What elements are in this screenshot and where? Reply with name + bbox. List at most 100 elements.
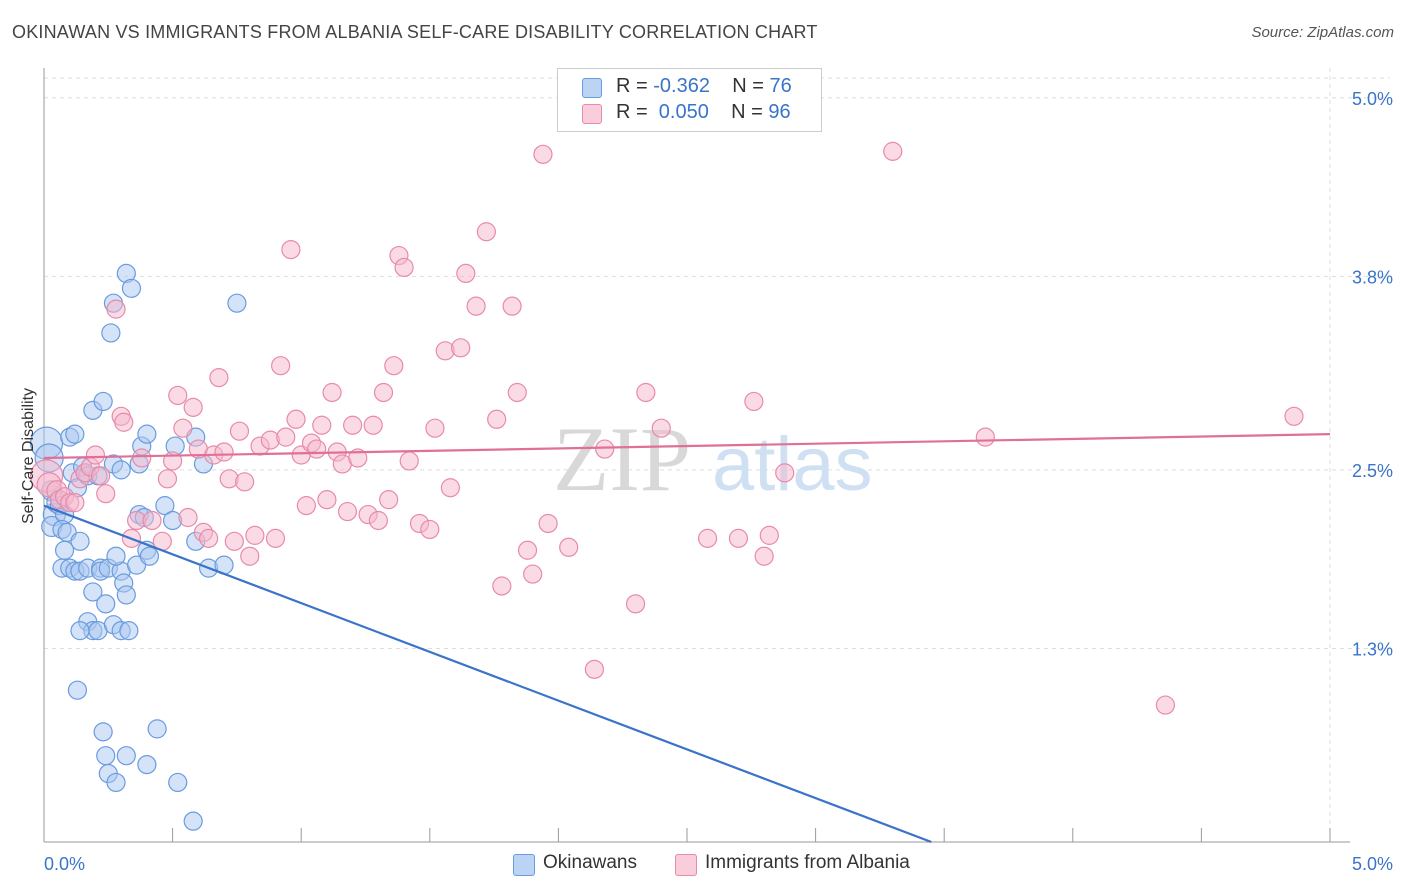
- albania-point: [214, 442, 234, 462]
- albania-point: [348, 448, 368, 468]
- albania-point: [435, 341, 455, 361]
- albania-point: [636, 382, 656, 403]
- albania-point: [317, 490, 337, 510]
- okinawan-point: [116, 746, 136, 766]
- albania-point: [1284, 406, 1304, 426]
- okinawan-point: [116, 585, 136, 605]
- okinawan-point: [168, 772, 188, 793]
- x-tick-label: 0.0%: [44, 854, 85, 874]
- albania-point: [883, 141, 903, 161]
- y-tick-label: 3.8%: [1352, 267, 1393, 287]
- okinawan-point: [137, 424, 157, 444]
- trend-lines: [43, 433, 1331, 844]
- albania-point: [173, 418, 193, 438]
- okinawan-point: [106, 772, 126, 793]
- albania-point: [209, 368, 229, 388]
- albania-point: [651, 418, 671, 438]
- albania-point: [559, 537, 579, 557]
- albania-point: [312, 415, 332, 435]
- albania-point: [142, 510, 162, 531]
- albania-point: [759, 525, 779, 545]
- albania-point: [487, 409, 507, 429]
- y-tick-label: 2.5%: [1352, 461, 1393, 481]
- y-axis-label: Self-Care Disability: [20, 388, 37, 524]
- legend-text-albania: R = 0.050 N = 96: [616, 101, 791, 123]
- albania-point: [260, 430, 280, 450]
- okinawan-point: [155, 496, 175, 516]
- bottom-legend-swatch-albania: [675, 854, 697, 876]
- albania-point: [697, 528, 718, 548]
- albania-point: [168, 385, 188, 406]
- albania-point: [219, 469, 239, 489]
- x-tick-label: 5.0%: [1352, 854, 1393, 874]
- albania-point: [132, 448, 152, 468]
- albania-point: [229, 421, 250, 441]
- albania-point: [394, 257, 414, 278]
- albania-point: [157, 469, 178, 489]
- watermark: ZIP atlas: [553, 408, 873, 510]
- okinawan-point: [67, 680, 88, 700]
- albania-point: [343, 415, 363, 435]
- okinawan-point: [139, 546, 160, 566]
- albania-point: [90, 466, 111, 486]
- okinawan-point: [93, 722, 113, 742]
- albania-point: [224, 531, 244, 551]
- okinawan-point: [163, 510, 183, 531]
- okinawan-point: [93, 391, 113, 412]
- bottom-legend-swatch-okinawans: [513, 854, 535, 876]
- albania-trend-line: [43, 433, 1331, 460]
- albania-point: [595, 439, 615, 459]
- okinawan-point: [106, 546, 126, 566]
- albania-point: [775, 463, 795, 483]
- albania-point: [199, 528, 219, 548]
- albania-point: [420, 519, 440, 540]
- okinawan-point: [121, 278, 142, 298]
- albania-point: [235, 472, 255, 492]
- chart-title: OKINAWAN VS IMMIGRANTS FROM ALBANIA SELF…: [12, 22, 818, 42]
- bottom-legend-label-okinawans: Okinawans: [543, 852, 637, 873]
- albania-point: [379, 490, 399, 510]
- albania-point: [96, 484, 116, 504]
- y-tick-label: 5.0%: [1352, 89, 1393, 109]
- data-points: [29, 141, 1304, 831]
- albania-point: [85, 445, 106, 465]
- albania-point: [517, 540, 538, 560]
- watermark-zip: ZIP: [553, 408, 691, 510]
- okinawan-point: [147, 719, 167, 739]
- okinawan-point: [83, 582, 103, 602]
- okinawan-point: [54, 540, 75, 560]
- albania-point: [425, 418, 445, 438]
- albania-point: [476, 222, 496, 242]
- okinawan-point: [227, 293, 247, 313]
- okinawan-point: [183, 811, 203, 831]
- albania-point: [440, 478, 460, 498]
- albania-point: [276, 427, 296, 447]
- albania-point: [456, 263, 476, 284]
- legend-text-okinawans: R = -0.362 N = 76: [616, 75, 792, 97]
- albania-point: [384, 356, 404, 376]
- albania-point: [538, 513, 558, 534]
- albania-point: [363, 415, 383, 435]
- albania-point: [114, 412, 134, 432]
- albania-point: [337, 501, 358, 522]
- legend-swatch-okinawans: [582, 78, 602, 98]
- source-label: Source: ZipAtlas.com: [1251, 24, 1394, 41]
- watermark-atlas: atlas: [712, 422, 873, 507]
- albania-point: [286, 409, 306, 429]
- albania-point: [296, 496, 316, 516]
- okinawan-point: [101, 323, 121, 343]
- bottom-legend-label-albania: Immigrants from Albania: [705, 852, 910, 873]
- albania-point: [240, 546, 260, 566]
- legend-swatch-albania: [582, 104, 602, 124]
- albania-point: [492, 576, 512, 596]
- grid-lines: [44, 68, 1390, 842]
- albania-point: [178, 507, 198, 528]
- albania-point: [523, 564, 543, 584]
- albania-point: [533, 144, 553, 164]
- albania-point: [65, 493, 85, 513]
- albania-point: [1155, 695, 1175, 715]
- albania-point: [502, 296, 522, 316]
- okinawan-point: [96, 594, 116, 614]
- albania-point: [975, 427, 995, 447]
